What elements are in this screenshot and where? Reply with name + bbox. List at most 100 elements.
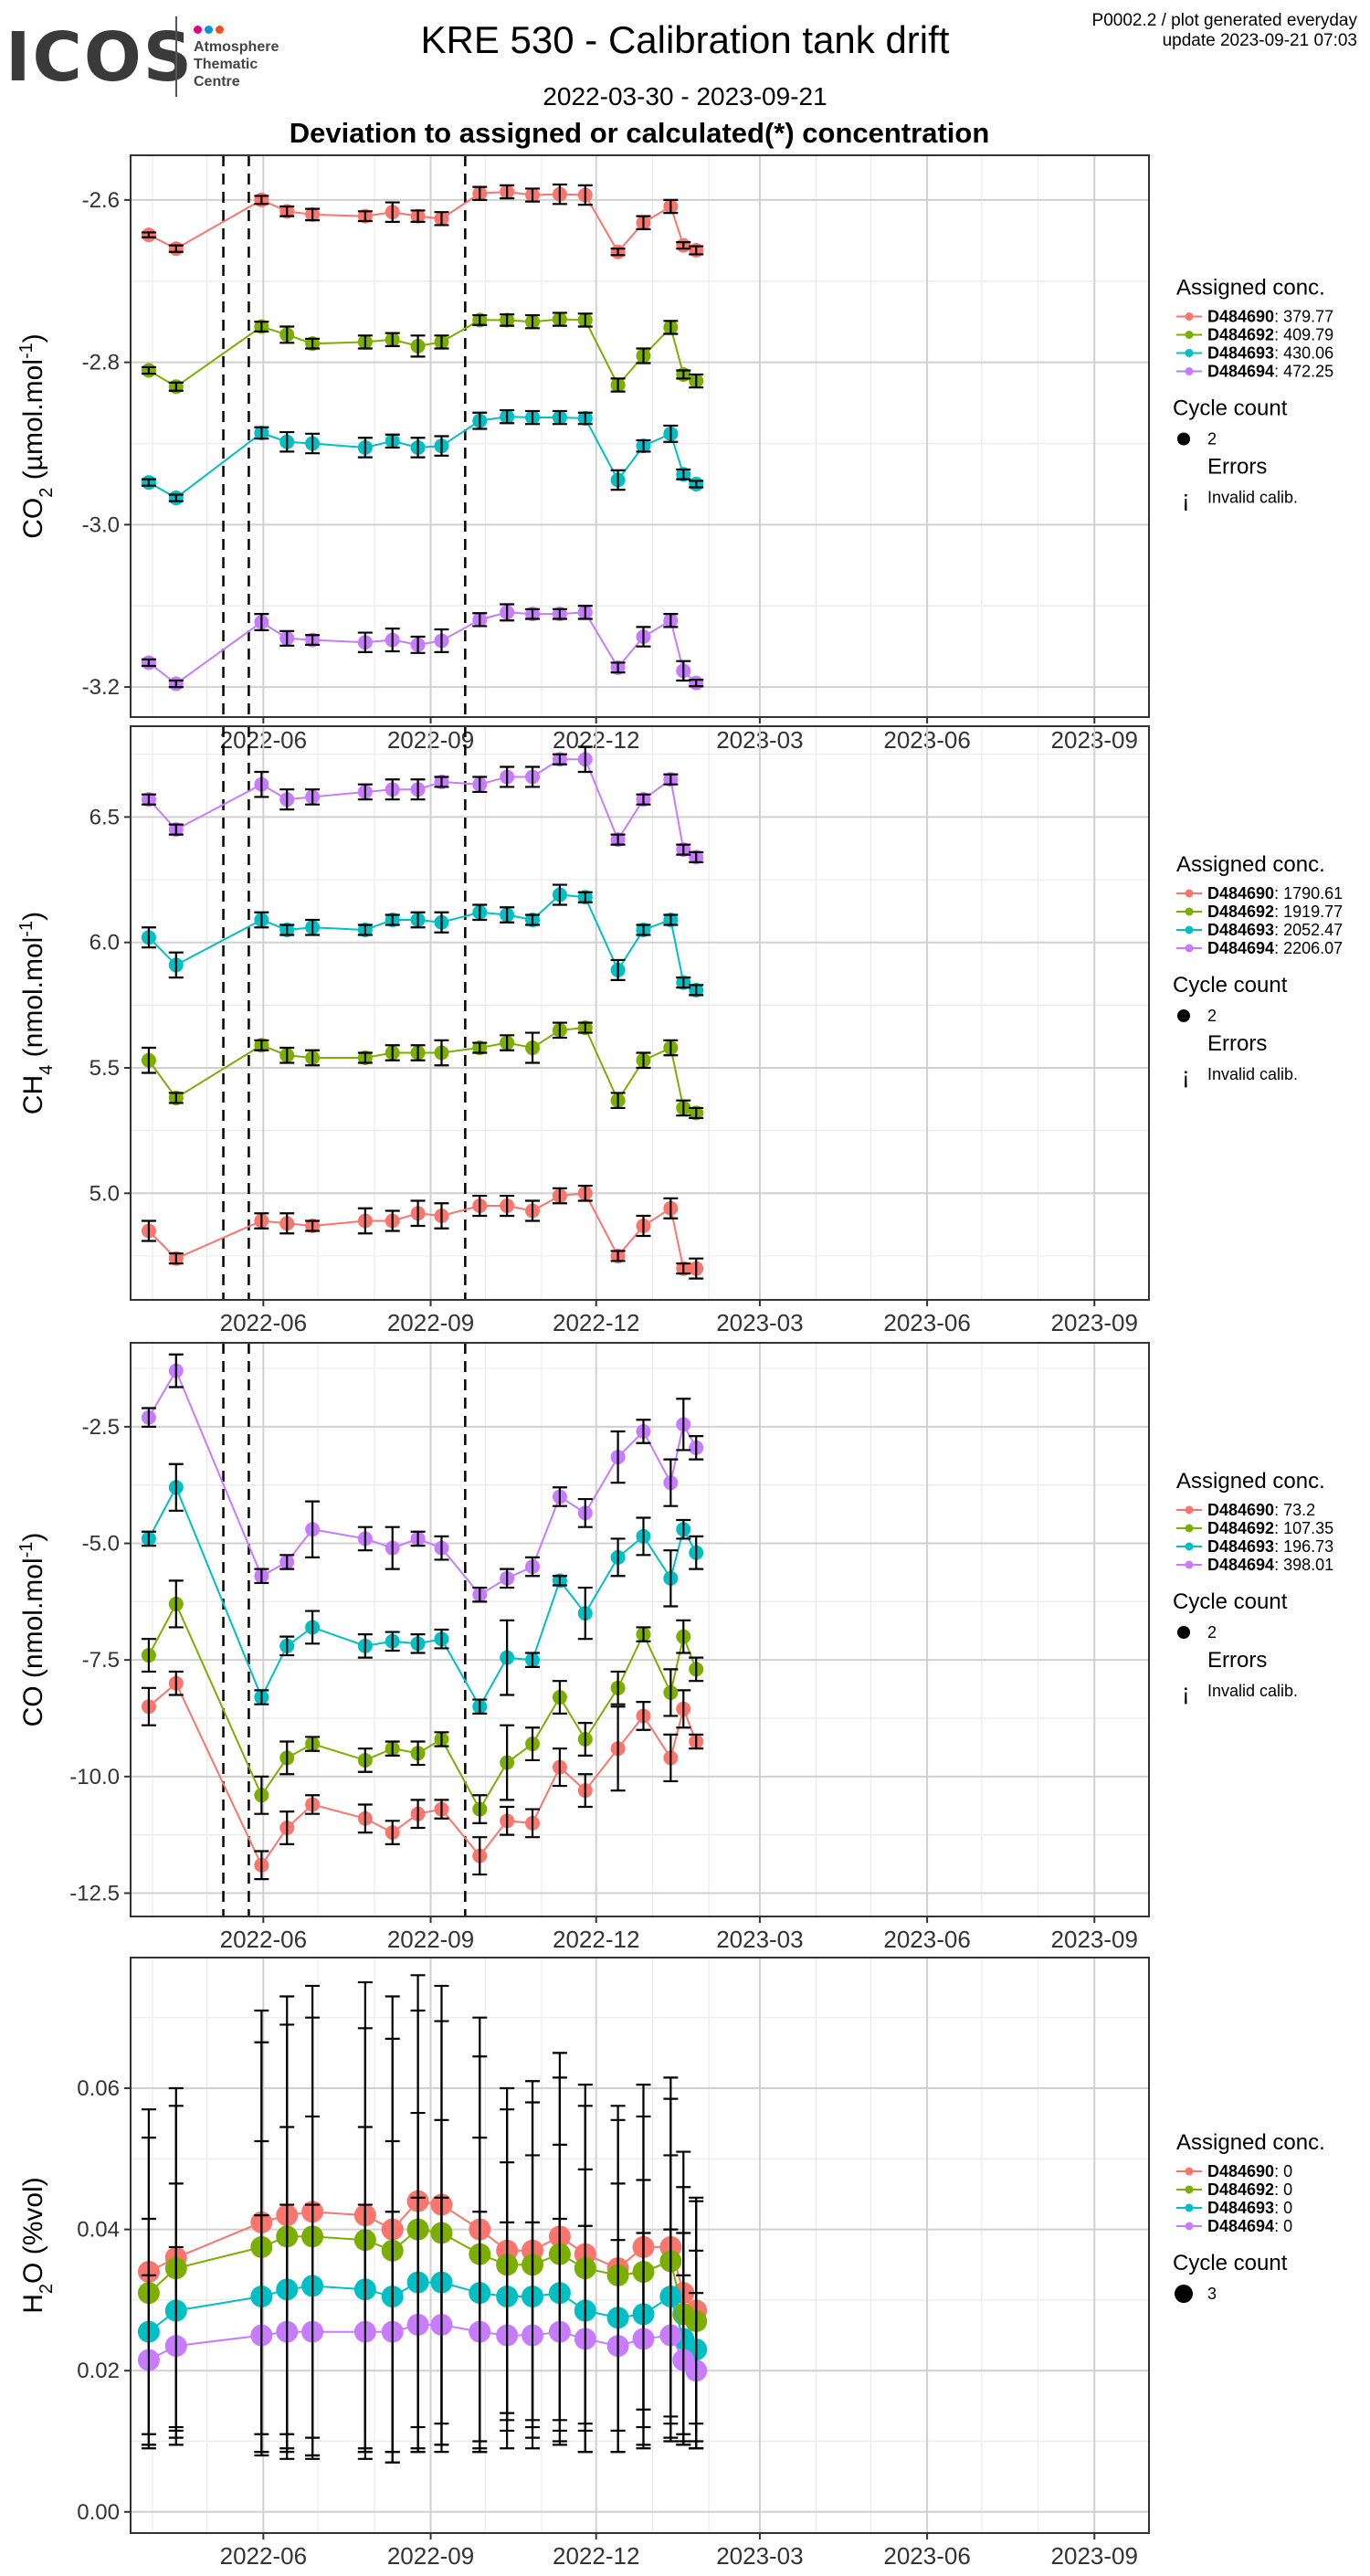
panel-border xyxy=(130,154,1150,718)
legend-title-errors: Errors xyxy=(1207,1031,1267,1056)
legend-key-point xyxy=(1185,907,1194,916)
x-tick-label: 2023-03 xyxy=(716,1309,803,1336)
y-axis-label: CH4 (nmol.mol-1) xyxy=(16,912,57,1114)
legend-key-point xyxy=(1185,349,1194,357)
legend-entry-name: D484693 xyxy=(1207,921,1274,939)
legend-cycle-point xyxy=(1177,1626,1190,1639)
legend-invalid-symbol: ¡ xyxy=(1182,485,1190,512)
logo-dots xyxy=(194,22,227,38)
page-title: KRE 530 - Calibration tank drift xyxy=(420,18,950,61)
y-tick-label: 6.0 xyxy=(90,931,120,955)
y-label-main: CO xyxy=(18,498,48,539)
logo-subtitle-line-3: Centre xyxy=(194,74,240,90)
legend-key-point xyxy=(1185,944,1194,953)
legend-cycle-count: 2 xyxy=(1207,1007,1217,1025)
x-tick-label: 2022-06 xyxy=(220,1926,307,1953)
logo-dot-1 xyxy=(194,26,202,34)
legend-entry: D484690: 73.2 xyxy=(1207,1501,1315,1519)
legend-entry-value: : 0 xyxy=(1274,2180,1292,2199)
legend-entry-name: D484694 xyxy=(1207,363,1274,381)
chart-panel-2: 5.0 5.5 6.0 6.5 2022-06 2022-09 2022-12 2023-03… xyxy=(16,725,1343,1336)
legend-entry: D484690: 379.77 xyxy=(1207,308,1333,326)
series-line-D484693 xyxy=(148,1484,698,1709)
y-axis-label: CO (nmol.mol-1) xyxy=(16,1533,48,1727)
y-label-main: H xyxy=(18,2294,48,2314)
generation-info: P0002.2 / plot generated everyday update… xyxy=(1092,11,1357,51)
x-tick-label: 2023-09 xyxy=(1051,1309,1138,1336)
legend-entry-name: D484692 xyxy=(1207,903,1274,921)
legend-cycle-count: 2 xyxy=(1207,430,1217,449)
logo-subtitle-line-2: Thematic xyxy=(194,57,258,72)
y-tick-label: 6.5 xyxy=(90,805,120,829)
y-tick-label: 0.02 xyxy=(77,2359,120,2383)
legend-entry: D484690: 0 xyxy=(1207,2162,1292,2180)
legend-entry: D484693: 430.06 xyxy=(1207,344,1333,363)
legend-entry-value: : 196.73 xyxy=(1274,1537,1333,1556)
x-tick-label: 2022-06 xyxy=(220,1309,307,1336)
legend-title-errors: Errors xyxy=(1207,455,1267,480)
legend-entry-name: D484694 xyxy=(1207,2217,1274,2235)
legend-entry-value: : 472.25 xyxy=(1274,363,1333,381)
legend-key-point xyxy=(1185,2167,1194,2176)
y-axis-label: H2O (%vol) xyxy=(18,2177,57,2313)
y-label-sub: 2 xyxy=(37,2284,57,2294)
icos-logo: ICOS Atmosphere Thematic Centre xyxy=(5,11,307,102)
legend-entry: D484692: 409.79 xyxy=(1207,326,1333,344)
panel-border xyxy=(130,1957,1150,2534)
legend-title-assigned: Assigned conc. xyxy=(1176,1469,1325,1494)
y-label-unit: (nmol.mol xyxy=(18,937,48,1065)
plot-id-line: P0002.2 / plot generated everyday xyxy=(1091,11,1357,30)
logo-wordmark: ICOS xyxy=(5,18,195,97)
legend-entry-value: : 1790.61 xyxy=(1274,884,1343,903)
y-label-main: CO xyxy=(18,1685,48,1726)
legend-entry-value: : 1919.77 xyxy=(1274,903,1343,921)
legend-entry-name: D484692 xyxy=(1207,326,1274,344)
y-tick-label: 0.04 xyxy=(77,2218,120,2243)
legend-entry-value: : 0 xyxy=(1274,2199,1292,2217)
y-label-sub: 2 xyxy=(37,488,57,498)
update-line: update 2023-09-21 07:03 xyxy=(1162,31,1357,50)
x-tick-label: 2023-03 xyxy=(716,2542,803,2570)
legend-key-point xyxy=(1185,1524,1194,1533)
legend-entry-value: : 0 xyxy=(1274,2217,1292,2235)
logo-dot-3 xyxy=(216,26,224,34)
legend-title-cycle: Cycle count xyxy=(1173,2251,1288,2275)
legend-entry: D484694: 398.01 xyxy=(1207,1556,1333,1574)
x-tick-label: 2023-03 xyxy=(716,1926,803,1953)
y-label-end: ) xyxy=(18,333,48,343)
chart-heading: Deviation to assigned or calculated(*) c… xyxy=(289,117,990,149)
legend-entry: D484693: 2052.47 xyxy=(1207,921,1343,939)
y-tick-label: -10.0 xyxy=(69,1765,120,1789)
legend-entry: D484692: 0 xyxy=(1207,2180,1292,2199)
legend-entry-value: : 430.06 xyxy=(1274,344,1333,363)
y-tick-label: -2.6 xyxy=(82,188,120,213)
legend-entry: D484693: 196.73 xyxy=(1207,1537,1333,1556)
legend-title-assigned: Assigned conc. xyxy=(1176,276,1325,301)
series-line-D484690 xyxy=(148,2200,698,2312)
legend-invalid-label: Invalid calib. xyxy=(1207,1682,1298,1700)
legend-entry-value: : 379.77 xyxy=(1274,308,1333,326)
legend-entry-name: D484693 xyxy=(1207,344,1274,363)
legend-key-point xyxy=(1185,312,1194,321)
x-tick-label: 2023-06 xyxy=(883,1309,970,1336)
logo-divider xyxy=(175,16,177,97)
legend-entry: D484693: 0 xyxy=(1207,2199,1292,2217)
legend-entry-name: D484692 xyxy=(1207,1519,1274,1537)
legend-key-point xyxy=(1185,1505,1194,1515)
y-label-unit: (µmol.mol xyxy=(18,359,48,488)
legend-entry-value: : 2052.47 xyxy=(1274,921,1343,939)
legend-entry-value: : 0 xyxy=(1274,2162,1292,2180)
legend-key-point xyxy=(1185,1542,1194,1551)
series-line-D484692 xyxy=(148,318,697,388)
chart-panel-3: -2.5 -5.0 -7.5 -10.0 -12.5 2022-06 2022-09 2022… xyxy=(16,1342,1333,1953)
x-tick-label: 2022-09 xyxy=(387,1926,474,1953)
y-label-main: CH xyxy=(18,1075,48,1114)
x-tick-label: 2022-12 xyxy=(553,1926,639,1953)
legend-title-assigned: Assigned conc. xyxy=(1176,2130,1325,2155)
y-tick-label: -12.5 xyxy=(69,1881,120,1906)
